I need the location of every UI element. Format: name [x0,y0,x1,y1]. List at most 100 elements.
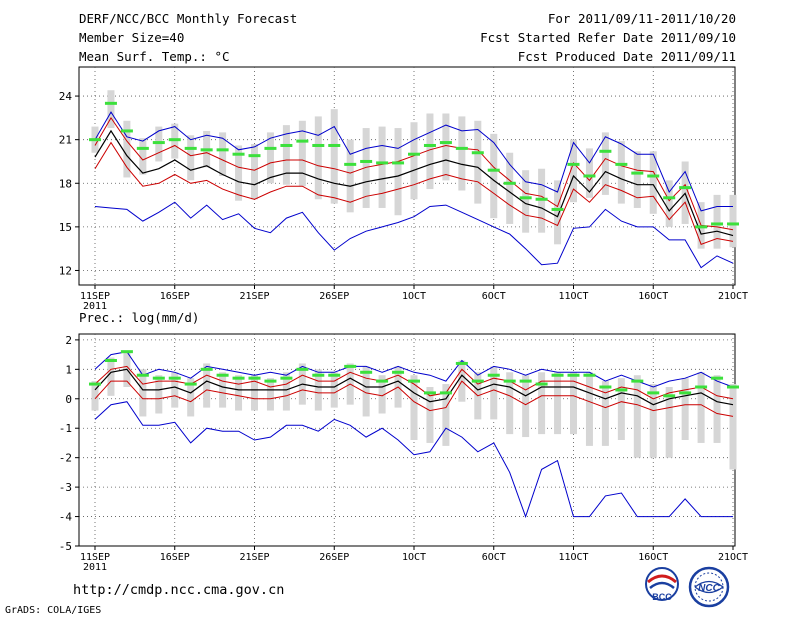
member-dash [679,186,692,190]
series-line-min [94,401,733,519]
member-dash [503,181,516,185]
ensemble-box [314,116,322,200]
member-dash [216,373,229,377]
x-tick-year: 2011 [83,301,107,312]
ensemble-box [155,375,163,414]
member-dash [423,143,436,147]
member-dash [216,148,229,152]
y-tick-label: 18 [59,177,72,190]
y-tick-label: -4 [59,511,73,524]
member-dash [344,364,357,368]
source-url[interactable]: http://cmdp.ncc.cma.gov.cn [73,582,285,598]
member-dash [328,143,341,147]
ensemble-box [410,375,418,440]
member-dash [184,382,197,386]
member-dash [503,379,516,383]
series-line-max [94,111,733,212]
member-dash [471,151,484,155]
ensemble-box [314,369,322,411]
member-dash [312,373,325,377]
member-dash [200,148,213,152]
bcc-logo: BCC [640,566,684,606]
member-dash [89,138,101,142]
x-tick-label: 26SEP [319,291,349,302]
member-dash [695,225,708,229]
y-tick-label: 1 [65,363,72,376]
x-tick-label: 21SEP [239,291,269,302]
variable-label-precip: Prec.: log(mm/d) [79,310,199,325]
ensemble-box [330,372,338,408]
member-dash [679,391,692,395]
ensemble-box [601,132,609,195]
member-dash [296,139,309,143]
ensemble-box [713,194,721,249]
ensemble-box [410,122,418,200]
member-dash [280,143,293,147]
member-dash [232,152,245,156]
ensemble-box [203,363,211,408]
ensemble-box [538,372,546,435]
member-dash [599,385,612,389]
y-tick-label: 0 [65,393,72,406]
ensemble-box [490,366,498,420]
ensemble-box [282,125,290,185]
member-dash [120,350,133,354]
member-dash [583,174,596,178]
series-line-lower [94,380,734,417]
member-dash [695,385,708,389]
y-tick-label: 21 [59,134,72,147]
x-tick-label: 11OCT [558,291,588,302]
ensemble-box [585,372,593,446]
member-dash [120,129,133,133]
forecast-period: For 2011/09/11-2011/10/20 [547,11,736,26]
ensemble-box [139,369,147,417]
member-dash [567,373,580,377]
ensemble-box [729,194,737,248]
x-tick-label: 21OCT [718,552,748,563]
member-dash [392,370,405,374]
member-dash [344,162,357,166]
chart-title: DERF/NCC/BCC Monthly Forecast [79,11,298,26]
ensemble-box [442,384,450,446]
ensemble-box [362,128,370,208]
variable-label-temp: Mean Surf. Temp.: °C [79,49,230,64]
member-dash [104,359,117,362]
y-tick-label: -3 [59,481,72,494]
member-dash [711,222,724,226]
series-line-min [94,201,734,269]
ensemble-box [266,378,274,411]
member-dash [647,174,660,178]
y-tick-label: -2 [59,452,72,465]
x-tick-year: 2011 [83,562,107,573]
y-tick-label: 15 [59,221,72,234]
ncc-logo-text: NCC [698,583,720,594]
x-tick-label: 6OCT [482,552,506,563]
ensemble-box [617,141,625,204]
member-dash [408,379,420,383]
x-tick-label: 1OCT [402,552,426,563]
ensemble-box [107,357,115,396]
member-size: Member Size=40 [79,30,185,45]
x-tick-label: 11SEP [80,552,110,563]
member-dash [519,379,532,383]
ensemble-box [362,366,370,417]
member-dash [392,161,405,165]
ensemble-box [266,132,274,184]
ensemble-box [219,372,227,408]
plot-frame [78,66,736,286]
ensemble-box [713,375,721,443]
member-dash [535,382,548,386]
ensemble-box [107,90,115,129]
member-dash [248,376,261,380]
member-dash [599,149,612,153]
ensemble-box [171,372,179,408]
ensemble-box [251,144,258,200]
member-dash [567,162,580,166]
member-dash [360,370,373,374]
bcc-logo-text: BCC [652,592,672,602]
member-dash [232,376,245,380]
member-dash [136,373,149,377]
member-dash [615,388,628,392]
series-line-mean [94,129,734,237]
